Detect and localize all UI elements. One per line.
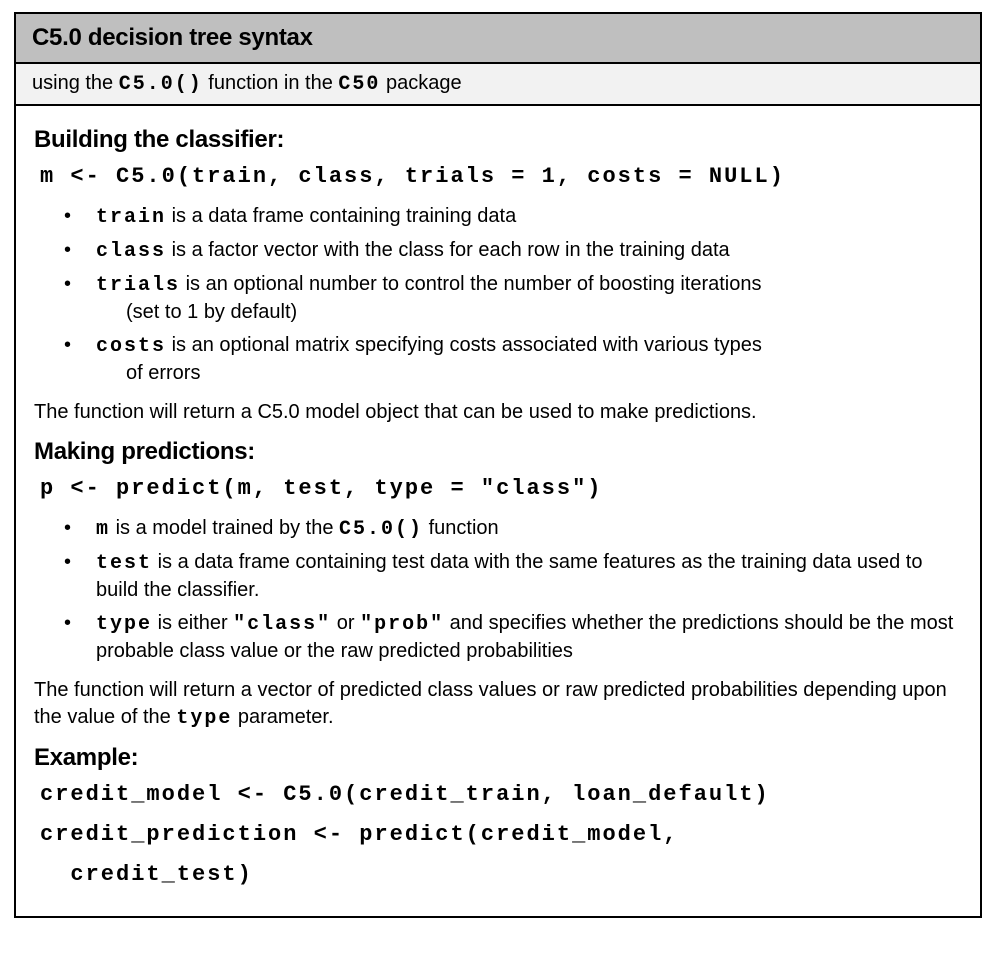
predict-bullets: m is a model trained by the C5.0() funct…	[34, 515, 962, 665]
bullet-test-text: is a data frame containing test data wit…	[96, 551, 922, 601]
build-code: m <- C5.0(train, class, trials = 1, cost…	[40, 164, 962, 189]
predict-outro: The function will return a vector of pre…	[34, 677, 962, 732]
bullet-type-text-mid: or	[331, 612, 360, 634]
content-area: Building the classifier: m <- C5.0(train…	[16, 106, 980, 916]
example-line1: credit_model <- C5.0(credit_train, loan_…	[40, 778, 962, 812]
title-text: C5.0 decision tree syntax	[32, 24, 313, 51]
bullet-m-code: m	[96, 518, 110, 541]
predict-outro-code: type	[176, 707, 232, 730]
bullet-type-code: type	[96, 613, 152, 636]
bullet-class-code: class	[96, 240, 166, 263]
bullet-m-code2: C5.0()	[339, 518, 423, 541]
bullet-costs: costs is an optional matrix specifying c…	[34, 332, 962, 387]
bullet-costs-text: is an optional matrix specifying costs a…	[166, 334, 762, 356]
syntax-box: C5.0 decision tree syntax using the C5.0…	[14, 12, 982, 918]
bullet-test-code: test	[96, 552, 152, 575]
predict-outro-post: parameter.	[232, 706, 333, 728]
bullet-type-code2: "class"	[233, 613, 331, 636]
subtitle-post: package	[380, 72, 461, 94]
bullet-type: type is either "class" or "prob" and spe…	[34, 610, 962, 665]
subtitle-fn-code: C5.0()	[119, 73, 203, 96]
bullet-trials-sub: (set to 1 by default)	[96, 299, 962, 326]
bullet-type-code3: "prob"	[360, 613, 444, 636]
example-line2: credit_prediction <- predict(credit_mode…	[40, 818, 962, 852]
subtitle-mid: function in the	[203, 72, 339, 94]
build-heading: Building the classifier:	[34, 126, 962, 154]
subtitle-bar: using the C5.0() function in the C50 pac…	[16, 64, 980, 106]
bullet-costs-sub: of errors	[96, 360, 962, 387]
bullet-test: test is a data frame containing test dat…	[34, 549, 962, 604]
example-heading: Example:	[34, 744, 962, 772]
build-outro: The function will return a C5.0 model ob…	[34, 399, 962, 426]
predict-heading: Making predictions:	[34, 438, 962, 466]
bullet-costs-code: costs	[96, 335, 166, 358]
title-bar: C5.0 decision tree syntax	[16, 14, 980, 64]
bullet-m-text-pre: is a model trained by the	[110, 517, 339, 539]
build-bullets: train is a data frame containing trainin…	[34, 203, 962, 387]
subtitle-pkg-code: C50	[338, 73, 380, 96]
bullet-trials-text: is an optional number to control the num…	[180, 273, 761, 295]
bullet-m: m is a model trained by the C5.0() funct…	[34, 515, 962, 543]
bullet-type-text-pre: is either	[152, 612, 233, 634]
bullet-class-text: is a factor vector with the class for ea…	[166, 239, 730, 261]
predict-code: p <- predict(m, test, type = "class")	[40, 476, 962, 501]
bullet-m-text-post: function	[423, 517, 499, 539]
predict-outro-pre: The function will return a vector of pre…	[34, 679, 947, 728]
bullet-class: class is a factor vector with the class …	[34, 237, 962, 265]
subtitle-pre: using the	[32, 72, 119, 94]
bullet-train-text: is a data frame containing training data	[166, 205, 516, 227]
bullet-trials: trials is an optional number to control …	[34, 271, 962, 326]
bullet-train-code: train	[96, 206, 166, 229]
bullet-trials-code: trials	[96, 274, 180, 297]
bullet-train: train is a data frame containing trainin…	[34, 203, 962, 231]
example-line3: credit_test)	[40, 858, 962, 892]
